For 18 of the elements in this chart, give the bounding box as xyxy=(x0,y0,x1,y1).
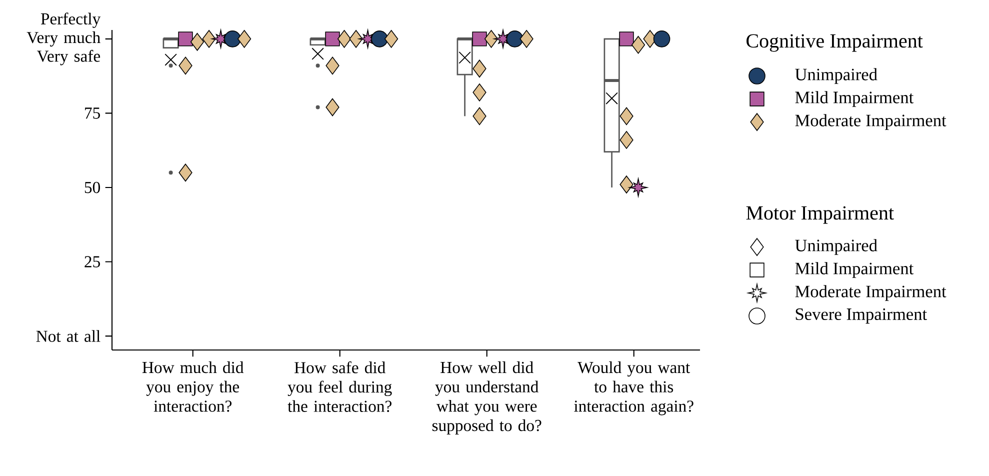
text: Mild Impairment xyxy=(795,91,914,107)
y-tick-label: 75 xyxy=(85,108,100,119)
x-tick-label: How well did you understand what you were supposed to do? xyxy=(432,361,542,434)
text: Cognitive Impairment xyxy=(746,34,923,52)
text: Moderate Impairment xyxy=(795,285,946,301)
text: Unimpaired xyxy=(795,68,878,84)
text: Mild Impairment xyxy=(795,262,914,278)
text: Motor Impairment xyxy=(746,206,894,224)
text: Unimpaired xyxy=(795,239,878,255)
x-tick-label: How safe did you feel during the interaction? xyxy=(288,361,392,412)
y-tick-label: 50 xyxy=(84,182,100,194)
y-tick-label: Not at all xyxy=(36,330,100,342)
x-tick-label: How much did you enjoy the interaction? xyxy=(142,361,244,412)
text: Severe Impairment xyxy=(796,308,927,324)
x-tick-label: Would you want to have this interaction again? xyxy=(574,361,694,416)
text: Moderate Impairment xyxy=(795,114,946,130)
y-tick-label: 25 xyxy=(84,256,100,268)
y-tick-label: Perfectly Very much Very safe xyxy=(26,12,101,66)
